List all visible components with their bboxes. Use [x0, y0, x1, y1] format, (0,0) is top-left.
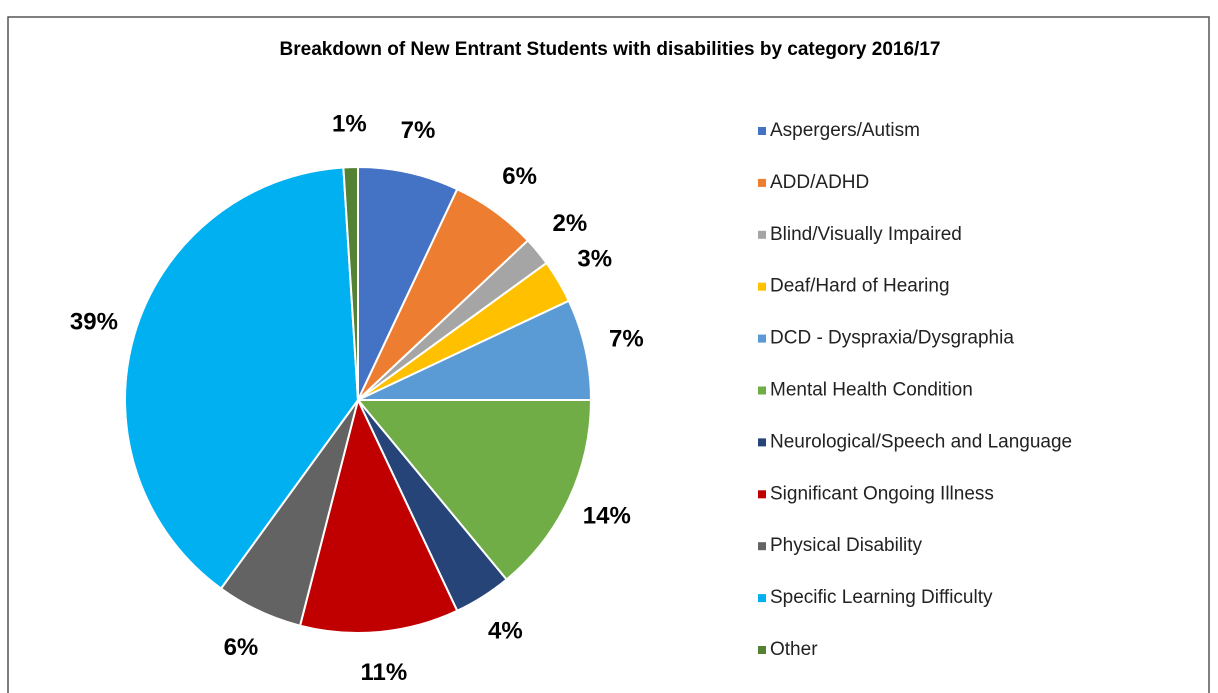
- data-label: 7%: [609, 325, 644, 352]
- pie-slice: [357, 299, 593, 401]
- legend-label: Specific Learning Difficulty: [770, 587, 993, 608]
- pie-slice: [342, 165, 359, 401]
- legend-label: Deaf/Hard of Hearing: [770, 276, 950, 297]
- legend-marker: [758, 178, 766, 187]
- legend-label: Physical Disability: [770, 535, 923, 556]
- legend-label: Significant Ongoing Illness: [770, 483, 994, 504]
- legend-label: Blind/Visually Impaired: [770, 224, 962, 245]
- pie-slice: [357, 165, 459, 401]
- data-label: 39%: [70, 309, 118, 336]
- legend-marker: [758, 334, 766, 343]
- legend-label: Neurological/Speech and Language: [770, 431, 1072, 452]
- legend-label: DCD - Dyspraxia/Dysgraphia: [770, 328, 1014, 349]
- data-label: 1%: [332, 110, 367, 137]
- data-label: 2%: [553, 210, 588, 237]
- legend-marker: [758, 386, 766, 395]
- legend-marker: [758, 490, 766, 499]
- data-label: 4%: [488, 618, 523, 645]
- legend-label: ADD/ADHD: [770, 172, 869, 193]
- legend-label: Aspergers/Autism: [770, 120, 920, 141]
- pie-slice: [298, 397, 459, 634]
- data-label: 7%: [401, 117, 436, 144]
- data-label: 14%: [583, 502, 631, 529]
- data-label: 3%: [577, 245, 612, 272]
- legend-marker: [758, 230, 766, 239]
- chart-title: Breakdown of New Entrant Students with d…: [280, 39, 941, 60]
- data-label: 11%: [361, 659, 408, 686]
- legend-marker: [758, 646, 766, 654]
- legend-label: Other: [770, 639, 818, 660]
- pie-slice: [355, 399, 593, 581]
- data-label: 6%: [502, 163, 537, 190]
- legend-marker: [758, 282, 766, 291]
- legend-marker: [758, 542, 766, 551]
- legend-label: Mental Health Condition: [770, 380, 973, 401]
- legend-marker: [758, 438, 766, 447]
- pie-slice: [124, 166, 360, 590]
- legend-marker: [758, 594, 766, 603]
- legend-marker: [758, 127, 766, 135]
- data-label: 6%: [224, 634, 259, 661]
